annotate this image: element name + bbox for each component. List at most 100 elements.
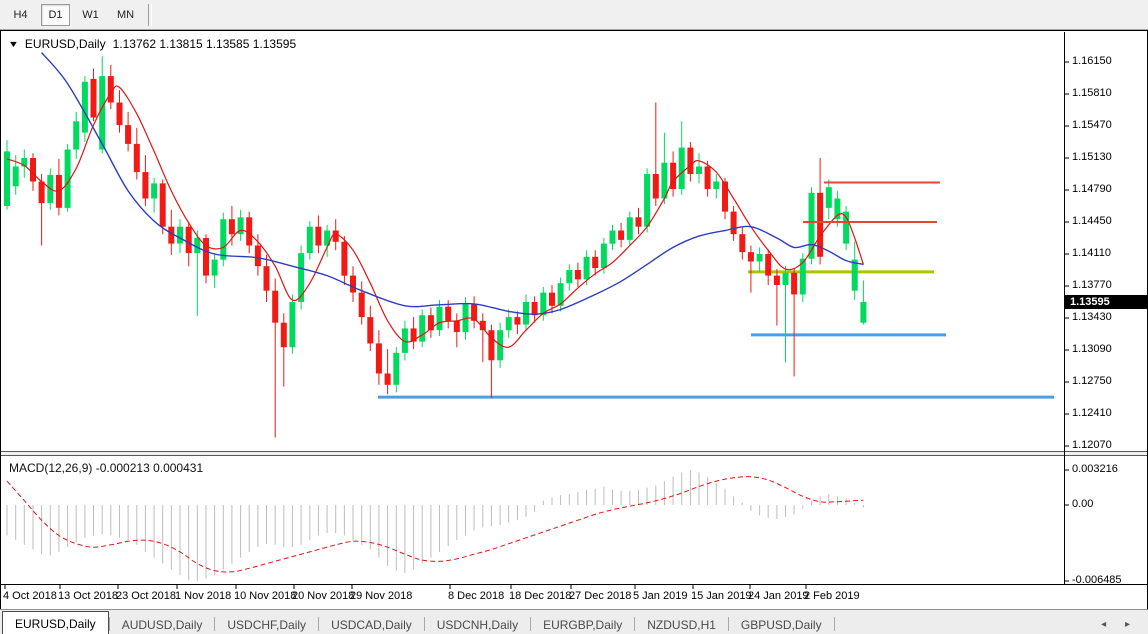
date-axis-label: 27 Dec 2018 — [569, 590, 632, 602]
tab-scroll-arrows[interactable]: ◂ ▸ — [1101, 619, 1138, 630]
symbol-tab-audusd[interactable]: AUDUSD,Daily — [121, 617, 203, 632]
candle-body-bear — [488, 330, 495, 361]
chart-window: ▼ EURUSD,Daily 1.13762 1.13815 1.13585 1… — [0, 30, 1148, 610]
price-axis-label: 1.14450 — [1072, 215, 1112, 227]
candle-body-bear — [445, 306, 452, 321]
tab-separator — [423, 617, 425, 631]
candle-body-bear — [332, 230, 339, 242]
candle-body-bull — [566, 270, 573, 284]
symbol-tab-usdcnh[interactable]: USDCNH,Daily — [436, 617, 519, 632]
period-tab-d1[interactable]: D1 — [41, 3, 70, 26]
chart-menu-arrow-icon[interactable]: ▼ — [7, 39, 20, 49]
candle-body-bull — [289, 302, 296, 348]
candle-body-bear — [384, 373, 391, 385]
ma-slow-blue-line — [41, 52, 864, 315]
candle-body-bull — [600, 243, 607, 269]
candle-body-bull — [540, 292, 547, 316]
candle-body-bull — [99, 76, 106, 150]
price-axis-label: 1.15810 — [1072, 87, 1112, 99]
symbol-tab-usdchf[interactable]: USDCHF,Daily — [227, 617, 307, 632]
symbol-tab-gbpusd[interactable]: GBPUSD,Daily — [740, 617, 822, 632]
candle-body-bear — [358, 292, 365, 318]
chart-title: ▼ EURUSD,Daily 1.13762 1.13815 1.13585 1… — [7, 37, 297, 51]
candle-body-bull — [713, 181, 720, 189]
candle-body-bear — [453, 320, 460, 333]
tab-separator — [108, 617, 110, 631]
macd-axis-label: 0.003216 — [1072, 463, 1118, 475]
period-toolbar: H4 D1 W1 MN — [0, 0, 1148, 30]
candle-body-bear — [479, 320, 486, 331]
candle-body-bear — [142, 172, 149, 199]
chart-canvas[interactable] — [1, 31, 1147, 609]
date-axis-label: 13 Oct 2018 — [58, 590, 118, 602]
price-axis-label: 1.14790 — [1072, 183, 1112, 195]
candle-body-bear — [730, 211, 737, 235]
candle-body-bear — [341, 241, 348, 276]
candle-body-bear — [765, 254, 772, 276]
price-axis-label: 1.15470 — [1072, 119, 1112, 131]
candle-body-bull — [626, 217, 633, 240]
candle-body-bear — [652, 174, 659, 199]
candle-body-bull — [64, 149, 71, 208]
candle-body-bear — [228, 219, 235, 235]
candle-body-bear — [203, 238, 209, 276]
ma-fast-red-line — [6, 85, 864, 348]
candle-body-bear — [427, 315, 434, 331]
candle-body-bull — [298, 253, 305, 302]
candle-body-bull — [661, 162, 668, 199]
candle-body-bear — [315, 226, 322, 246]
candle-body-bear — [635, 217, 642, 227]
chart-ohlc-values: 1.13762 1.13815 1.13585 1.13595 — [112, 37, 297, 51]
candle-body-bull — [81, 81, 88, 133]
candle-body-bull — [211, 259, 218, 276]
price-axis-label: 1.12070 — [1072, 439, 1112, 451]
symbol-tab-eurusd[interactable]: EURUSD,Daily — [2, 611, 109, 634]
period-tab-mn[interactable]: MN — [116, 8, 135, 21]
symbol-tabs-group: EURUSD,Daily AUDUSD,Daily USDCHF,Daily USDC… — [0, 610, 835, 634]
macd-axis-label: 0.00 — [1072, 498, 1094, 510]
price-axis-label: 1.14110 — [1072, 247, 1111, 259]
candle-body-bull — [177, 226, 183, 244]
candle-body-bear — [739, 234, 746, 253]
candle-body-bull — [678, 147, 685, 189]
candle-body-bear — [254, 245, 261, 267]
price-axis-label: 1.12750 — [1072, 375, 1112, 387]
candle-body-bull — [306, 226, 313, 254]
macd-signal-line — [6, 476, 864, 573]
candle-body-bull — [583, 256, 590, 280]
candle-body-bull — [401, 328, 408, 353]
candle-body-bear — [574, 270, 581, 280]
period-tab-h4[interactable]: H4 — [13, 8, 28, 21]
candle-body-bull — [505, 317, 512, 331]
date-axis-label: 1 Nov 2018 — [175, 590, 232, 602]
candle-body-bull — [462, 303, 469, 333]
date-axis-label: 5 Jan 2019 — [633, 590, 688, 602]
candle-body-bear — [367, 317, 374, 344]
date-axis-label: 23 Oct 2018 — [116, 590, 176, 602]
macd-indicator-label: MACD(12,26,9) -0.000213 0.000431 — [9, 461, 204, 475]
symbol-tab-nzdusd[interactable]: NZDUSD,H1 — [647, 617, 716, 632]
candle-body-bear — [38, 181, 45, 204]
candle-body-bear — [350, 275, 356, 293]
period-tab-w1[interactable]: W1 — [82, 8, 99, 21]
date-axis-label: 20 Nov 2018 — [292, 590, 355, 602]
symbol-tab-usdcad[interactable]: USDCAD,Daily — [331, 617, 412, 632]
candle-body-bear — [280, 322, 287, 348]
candle-body-bull — [12, 166, 19, 187]
candle-body-bear — [531, 302, 538, 316]
price-axis-label: 1.15130 — [1072, 151, 1112, 163]
candle-body-bear — [263, 266, 270, 291]
price-axis-label: 1.13430 — [1072, 311, 1112, 323]
price-axis-label: 1.13090 — [1072, 343, 1112, 355]
candle-body-bull — [393, 352, 400, 385]
date-axis-label: 8 Dec 2018 — [448, 590, 505, 602]
candle-body-bear — [107, 76, 114, 103]
candle-body-bull — [799, 258, 806, 295]
symbol-tab-eurgbp[interactable]: EURGBP,Daily — [543, 617, 623, 632]
candle-body-bear — [133, 143, 140, 173]
candle-body-bear — [410, 328, 417, 342]
candle-body-bear — [471, 303, 478, 321]
candle-body-bear — [791, 272, 798, 295]
candle-body-bear — [375, 343, 382, 374]
